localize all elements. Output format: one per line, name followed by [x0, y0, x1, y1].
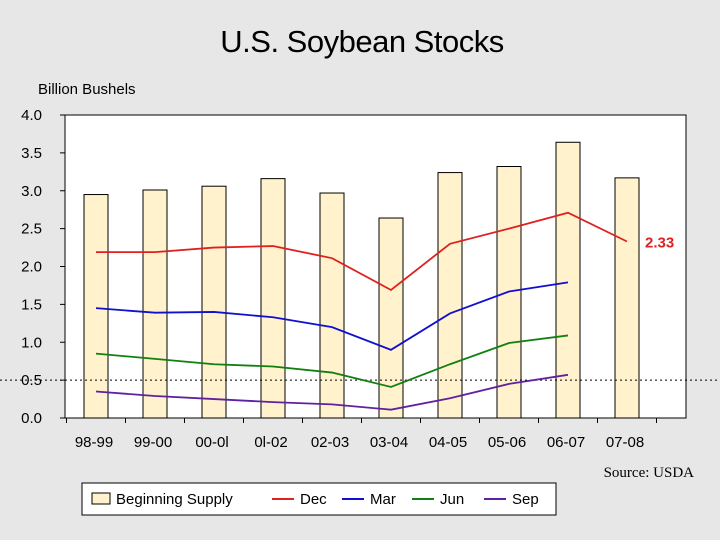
- x-tick-label: 00-0l: [195, 434, 228, 451]
- x-tick-label: 0l-02: [254, 434, 287, 451]
- source-note: Source: USDA: [604, 465, 695, 481]
- line-series-sep: [95, 373, 569, 411]
- x-tick-label: 02-03: [311, 434, 349, 451]
- x-tick-label: 07-08: [606, 434, 644, 451]
- legend-swatch-beginning-supply: [91, 492, 111, 505]
- y-tick-label: 1.5: [21, 296, 42, 313]
- line-series-mar: [95, 281, 569, 351]
- bar-beginning-supply-07-08: [614, 177, 640, 419]
- bar-beginning-supply-04-05: [437, 172, 463, 419]
- bar-beginning-supply-02-03: [319, 192, 345, 419]
- dec-last-value-label: 2.33: [645, 235, 674, 252]
- legend-box: [81, 482, 557, 516]
- y-tick-label: 3.5: [21, 145, 42, 162]
- plot-area: [64, 114, 687, 419]
- line-series-dec: [96, 211, 628, 292]
- bar-beginning-supply-00-0l: [201, 185, 227, 419]
- legend-label-beginning-supply: Beginning Supply: [116, 491, 233, 508]
- bar-beginning-supply-99-00: [142, 189, 168, 419]
- y-tick-label: 4.0: [21, 107, 42, 124]
- legend-label-jun: Jun: [440, 491, 464, 508]
- y-tick-label: 2.0: [21, 259, 42, 276]
- legend-label-mar: Mar: [370, 491, 396, 508]
- bar-beginning-supply-98-99: [83, 194, 109, 419]
- x-tick-label: 06-07: [547, 434, 585, 451]
- y-tick-label: 3.0: [21, 183, 42, 200]
- x-tick-label: 05-06: [488, 434, 526, 451]
- legend-label-dec: Dec: [300, 491, 327, 508]
- chart-title: U.S. Soybean Stocks: [220, 24, 503, 59]
- x-tick-label: 03-04: [370, 434, 408, 451]
- bar-beginning-supply-0l-02: [260, 178, 286, 419]
- bar-beginning-supply-06-07: [555, 141, 581, 419]
- y-tick-label: 1.0: [21, 334, 42, 351]
- x-tick-label: 99-00: [134, 434, 172, 451]
- y-tick-label: 0.0: [21, 410, 42, 427]
- bar-beginning-supply-03-04: [378, 217, 404, 419]
- y-tick-label: 2.5: [21, 221, 42, 238]
- y-tick-label: 0.5: [21, 372, 42, 389]
- line-series-jun: [95, 334, 569, 388]
- x-tick-label: 04-05: [429, 434, 467, 451]
- x-tick-label: 98-99: [75, 434, 113, 451]
- legend-label-sep: Sep: [512, 491, 539, 508]
- y-axis-label: Billion Bushels: [38, 81, 136, 98]
